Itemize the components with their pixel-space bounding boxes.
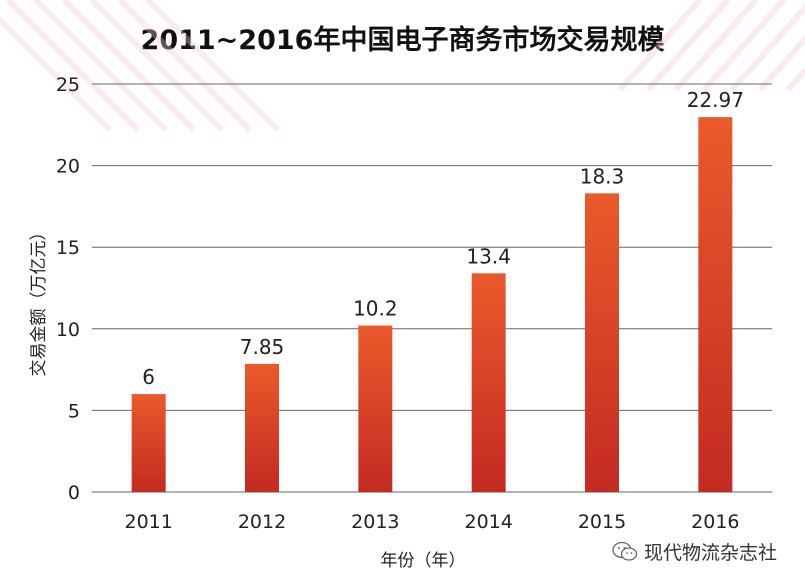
x-tick-label: 2016 xyxy=(691,511,739,533)
decor-stripe xyxy=(0,15,113,133)
decor-stripe xyxy=(89,0,225,133)
background-decoration xyxy=(0,0,805,133)
x-tick-label: 2011 xyxy=(124,511,172,533)
x-axis-ticks: 2011 2012 2013 2014 2015 2016 xyxy=(124,511,739,533)
data-label: 10.2 xyxy=(353,297,398,321)
y-tick-label: 15 xyxy=(56,237,80,259)
bars xyxy=(131,117,733,492)
decor-stripe xyxy=(117,0,253,133)
decor-stripe xyxy=(145,0,281,133)
chart-title: 2011~2016年中国电子商务市场交易规模 xyxy=(140,25,665,56)
decor-stripe xyxy=(673,0,759,92)
bar-2013 xyxy=(358,325,393,492)
y-tick-label: 25 xyxy=(56,74,80,96)
decor-stripe xyxy=(5,0,141,133)
bar-2012 xyxy=(245,363,279,492)
y-axis-ticks: 0 5 10 15 20 25 xyxy=(56,74,80,504)
bar-2016 xyxy=(698,117,733,492)
y-tick-label: 10 xyxy=(56,319,80,341)
watermark-text: 现代物流杂志社 xyxy=(644,542,778,564)
decor-stripe xyxy=(729,3,805,92)
data-label: 6 xyxy=(142,365,155,389)
x-axis-label: 年份（年） xyxy=(381,551,466,571)
y-tick-label: 0 xyxy=(68,482,80,504)
data-label: 18.3 xyxy=(580,164,625,188)
data-label: 22.97 xyxy=(687,88,744,112)
grid-lines xyxy=(92,83,772,493)
y-tick-label: 5 xyxy=(68,400,80,422)
decor-stripe xyxy=(645,0,731,92)
wechat-icon xyxy=(612,541,638,561)
decor-stripe xyxy=(701,0,787,92)
watermark: 现代物流杂志社 xyxy=(612,538,777,565)
x-tick-label: 2013 xyxy=(351,511,399,533)
decor-stripe xyxy=(617,0,703,92)
data-label: 7.85 xyxy=(240,335,285,359)
y-axis-label: 交易金额（万亿元） xyxy=(29,224,49,377)
x-tick-label: 2012 xyxy=(238,511,286,533)
y-tick-label: 20 xyxy=(56,156,80,178)
data-labels: 6 7.85 10.2 13.4 18.3 22.97 xyxy=(142,88,744,389)
x-tick-label: 2015 xyxy=(578,511,626,533)
decor-stripe xyxy=(33,0,169,133)
bar-2014 xyxy=(471,273,506,492)
decor-stripe xyxy=(61,0,197,133)
bar-2011 xyxy=(131,394,166,492)
decor-stripe xyxy=(785,66,805,92)
x-tick-label: 2014 xyxy=(464,511,512,533)
data-label: 13.4 xyxy=(466,244,511,268)
decor-stripe xyxy=(757,34,805,92)
bar-2015 xyxy=(585,193,619,492)
